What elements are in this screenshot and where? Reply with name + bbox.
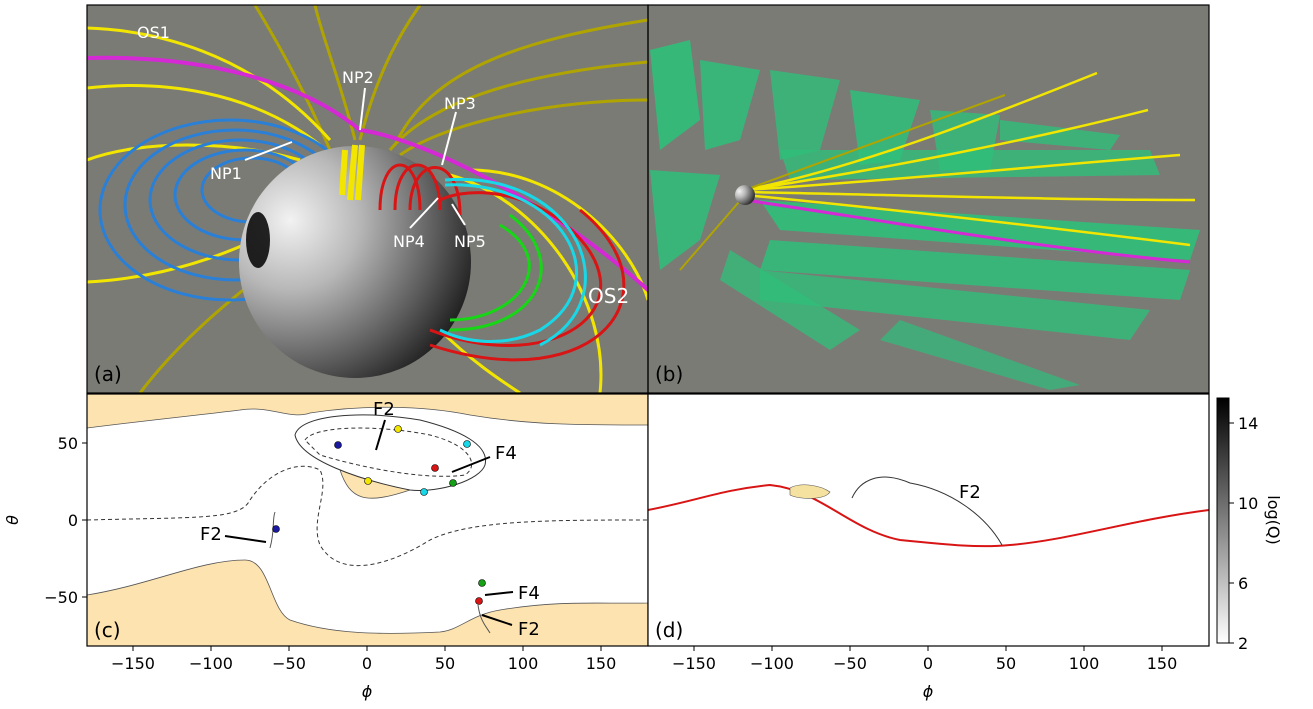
annotation-d-f2: F2 xyxy=(959,482,981,503)
panel-label-c: (c) xyxy=(94,618,121,642)
x-axis-d: −150 −100 −50 0 50 100 150 ϕ xyxy=(672,646,1177,701)
d-xtick-3: 0 xyxy=(923,654,933,673)
panel-c-arrows xyxy=(224,419,514,626)
c-xtick-4: 50 xyxy=(435,654,455,673)
annotation-np3: NP3 xyxy=(444,94,476,113)
qsl-surfaces xyxy=(650,40,1200,390)
c-ylabel: θ xyxy=(3,515,22,525)
c-ytick-50: 50 xyxy=(58,434,78,453)
d-xtick-1: −100 xyxy=(750,654,794,673)
sun-sphere-small xyxy=(735,185,755,205)
cbar-tick-10: 10 xyxy=(1238,494,1258,513)
annotation-os1: OS1 xyxy=(137,23,170,42)
c-xtick-6: 150 xyxy=(586,654,617,673)
y-axis-c: 50 0 −50 θ xyxy=(3,434,87,607)
cbar-tick-6: 6 xyxy=(1238,574,1248,593)
d-xtick-6: 150 xyxy=(1147,654,1178,673)
annotation-c-f2-top: F2 xyxy=(373,399,395,420)
c-ytick-minus50: −50 xyxy=(44,588,78,607)
footpoint-markers xyxy=(272,425,486,605)
c-xtick-2: −50 xyxy=(272,654,306,673)
olive-field-lines xyxy=(138,5,648,393)
annotation-c-f2-left: F2 xyxy=(200,524,222,545)
red-loops xyxy=(378,163,626,362)
annotation-c-f4-bottom: F4 xyxy=(518,583,540,604)
colorbar-label: log(Q) xyxy=(1264,495,1283,544)
d-xtick-0: −150 xyxy=(672,654,716,673)
annotation-np1: NP1 xyxy=(210,164,242,183)
panel-a: OS1 NP2 NP3 NP1 NP4 NP5 OS2 (a) xyxy=(87,5,648,393)
magenta-field-line xyxy=(87,55,648,292)
colorbar: 14 10 6 2 log(Q) xyxy=(1216,397,1283,653)
panel-d: F2 (d) xyxy=(648,394,1209,646)
annotation-np4: NP4 xyxy=(393,232,425,251)
d-xtick-2: −50 xyxy=(833,654,867,673)
c-xtick-1: −100 xyxy=(189,654,233,673)
cbar-tick-2: 2 xyxy=(1238,634,1248,653)
green-loops xyxy=(449,213,543,332)
panel-a-arrows xyxy=(244,87,466,229)
annotation-c-f2-bottom: F2 xyxy=(518,619,540,640)
f2-separatrix-d xyxy=(851,476,1003,546)
cbar-tick-14: 14 xyxy=(1238,414,1258,433)
yellow-field-lines xyxy=(87,26,648,393)
yellow-field-lines-b xyxy=(744,71,1196,247)
annotation-c-f4-top: F4 xyxy=(495,443,517,464)
sun-sphere xyxy=(239,146,471,378)
c-xtick-5: 100 xyxy=(508,654,539,673)
cyan-loops xyxy=(439,178,587,347)
d-xtick-5: 100 xyxy=(1069,654,1100,673)
panel-label-d: (d) xyxy=(655,618,683,642)
annotation-os2: OS2 xyxy=(588,284,629,308)
x-axis-c: −150 −100 −50 0 50 100 150 ϕ xyxy=(111,646,616,701)
c-xtick-3: 0 xyxy=(362,654,372,673)
annotation-np2: NP2 xyxy=(342,68,374,87)
c-ytick-0: 0 xyxy=(68,511,78,530)
c-xlabel: ϕ xyxy=(362,682,373,701)
red-qsl-line xyxy=(648,483,1209,548)
d-xlabel: ϕ xyxy=(923,682,934,701)
d-xtick-4: 50 xyxy=(996,654,1016,673)
panel-c: F2 F4 F2 F4 F2 (c) xyxy=(87,394,648,646)
c-xtick-0: −150 xyxy=(111,654,155,673)
annotation-np5: NP5 xyxy=(454,232,486,251)
open-field-region xyxy=(87,406,648,634)
panel-label-b: (b) xyxy=(655,362,683,386)
panel-label-a: (a) xyxy=(94,362,122,386)
panel-b: (b) xyxy=(648,5,1209,393)
